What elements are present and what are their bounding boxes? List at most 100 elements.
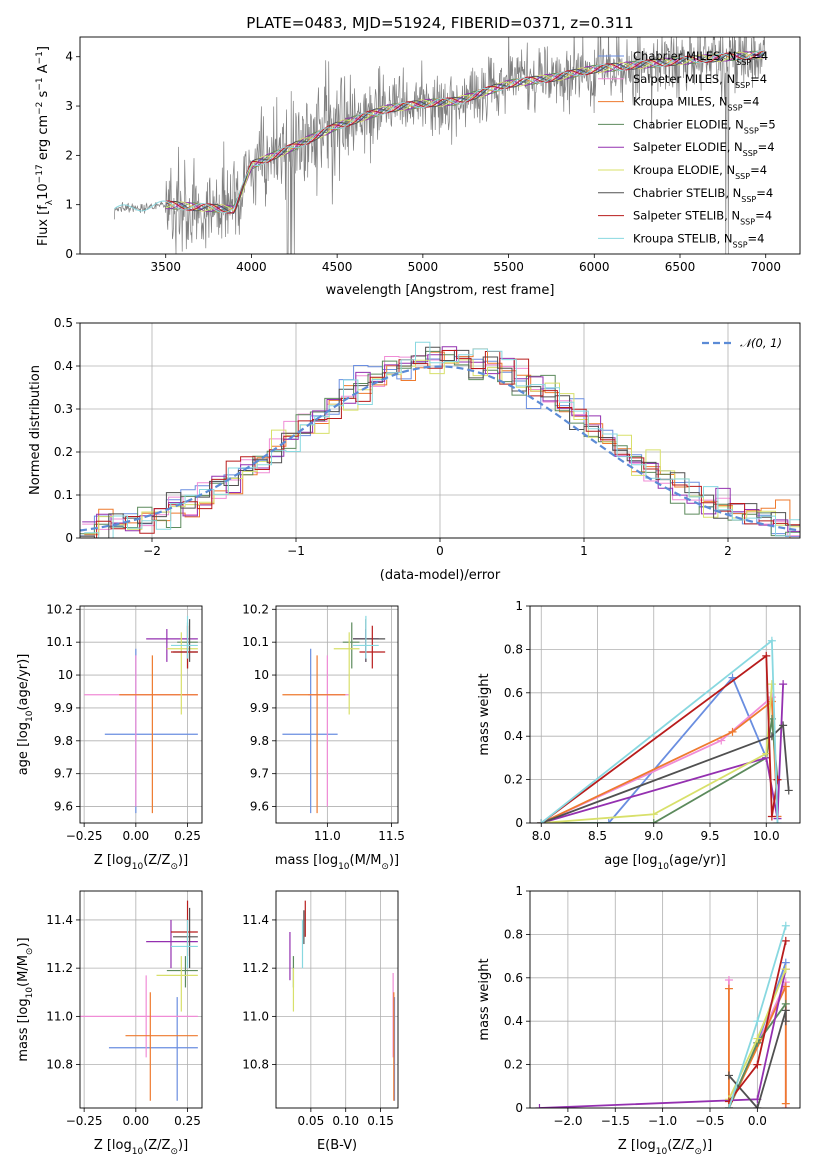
age_vs_mass-ytick-label: 9.6 — [250, 800, 269, 814]
mass_vs_Z-xtick-label: 0.25 — [174, 1114, 201, 1128]
series-marker — [535, 1104, 544, 1108]
massweight_vs_Z-axes: −2.0 −1.5 −1.0 −0.5 0.0 0 0.2 0.4 0.6 0.8 1 Z [log1… — [477, 884, 801, 1157]
series-marker — [781, 921, 790, 930]
massweight_vs_Z-frame — [529, 890, 801, 1109]
figure-title: PLATE=0483, MJD=51924, FIBERID=0371, z=0… — [246, 14, 633, 32]
massweight_vs_Z-plot-area — [535, 921, 790, 1108]
mass_vs_Z-ytick-label: 11.0 — [46, 1009, 73, 1023]
legend-label: Chabrier MILES, NSSP=4 — [633, 49, 768, 67]
massweight_vs_age-ytick-label: 1 — [515, 599, 523, 613]
age_vs_mass-xtick-label: 11.5 — [378, 829, 405, 843]
mass_vs_EBV-ytick-label: 10.8 — [242, 1058, 269, 1072]
series-marker — [724, 1071, 733, 1080]
mass_vs_Z-ytick-label: 11.2 — [46, 961, 73, 975]
series-marker — [784, 786, 793, 795]
series-marker — [779, 721, 788, 730]
age_vs_Z-ytick-label: 10 — [58, 668, 73, 682]
age_vs_mass-axes: 11.0 11.5 9.6 9.7 9.8 9.9 10 10.1 10.2 mass [log1… — [242, 602, 405, 872]
age_vs_mass-ytick-label: 10.1 — [242, 635, 269, 649]
residuals-ytick-label: 0.5 — [54, 316, 73, 330]
massweight_vs_age-ytick-label: 0.2 — [504, 773, 523, 787]
age_vs_mass-frame — [275, 605, 399, 824]
series-marker — [767, 636, 776, 645]
series-marker — [781, 936, 790, 945]
massweight_vs_age-frame — [529, 605, 801, 824]
series-kroupa-elodie — [541, 684, 773, 823]
massweight_vs_age-xtick-label: 9.0 — [644, 829, 663, 843]
age_vs_mass-ytick-label: 9.9 — [250, 701, 269, 715]
legend-label: Kroupa STELIB, NSSP=4 — [633, 231, 764, 249]
series-marker — [767, 680, 776, 689]
residuals-plot-area — [80, 341, 800, 538]
series-marker — [762, 651, 771, 660]
legend-label: Salpeter STELIB, NSSP=4 — [633, 209, 772, 227]
series-salpeter-stelib — [540, 654, 779, 823]
age_vs_mass-xlabel: mass [log10(M/M⊙)] — [275, 853, 399, 872]
age_vs_Z-frame — [79, 605, 203, 824]
series-marker — [781, 1006, 790, 1015]
series-kroupa-stelib — [540, 638, 779, 823]
age_vs_Z-ytick-label: 9.6 — [54, 800, 73, 814]
legend-label: Kroupa ELODIE, NSSP=4 — [633, 163, 767, 181]
hist-kroupa-elodie — [84, 359, 800, 534]
massweight_vs_Z-xlabel: Z [log10(Z/Z⊙)] — [618, 1138, 712, 1157]
massweight_vs_Z-xtick-label: −2.0 — [553, 1114, 582, 1128]
massweight_vs_age-axes: 8.0 8.5 9.0 9.5 10.0 0 0.2 0.4 0.6 0.8 1 age [log10… — [477, 599, 801, 872]
age_vs_Z-xlabel: Z [log10(Z/Z⊙)] — [94, 853, 188, 872]
spectrum-model-kroupa-miles — [165, 50, 765, 214]
mass_vs_EBV-ytick-label: 11.2 — [242, 961, 269, 975]
massweight_vs_Z-ytick-label: 1 — [515, 884, 523, 898]
hist-kroupa-miles — [84, 348, 800, 538]
mass_vs_EBV-frame — [275, 890, 399, 1109]
mass_vs_EBV-plot-area — [289, 900, 396, 1101]
series-chabrier-stelib — [540, 723, 790, 823]
age_vs_Z-xtick-label: 0.25 — [174, 829, 201, 843]
age_vs_Z-xtick-label: −0.25 — [66, 829, 103, 843]
series-marker — [649, 810, 658, 819]
legend-normal-label: 𝒩(0, 1) — [740, 336, 782, 350]
series-marker — [724, 975, 733, 984]
massweight_vs_Z-xtick-label: 0.0 — [748, 1114, 767, 1128]
series-marker — [537, 819, 546, 823]
series-marker — [753, 1034, 762, 1043]
spectrum-ylabel: Flux [fλ10−17 erg cm−2 s−1 A−1] — [35, 46, 55, 246]
series-salpeter-elodie — [541, 684, 784, 823]
age_vs_Z-ytick-label: 10.1 — [46, 635, 73, 649]
massweight_vs_age-ytick-label: 0.6 — [504, 686, 523, 700]
spectrum-xtick-label: 6000 — [579, 260, 610, 274]
mass_vs_EBV-xtick-label: 0.05 — [297, 1114, 324, 1128]
massweight_vs_Z-ytick-label: 0.8 — [504, 927, 523, 941]
series-marker — [649, 819, 658, 823]
residuals-ytick-label: 0.1 — [54, 488, 73, 502]
mass_vs_EBV-ytick-label: 11.0 — [242, 1009, 269, 1023]
massweight_vs_Z-ytick-label: 0.6 — [504, 971, 523, 985]
series-marker — [753, 1104, 762, 1108]
series-marker — [781, 965, 790, 974]
spectrum-model-kroupa-elodie — [165, 51, 765, 212]
age_vs_Z-ytick-label: 9.8 — [54, 734, 73, 748]
mass_vs_EBV-xlabel: E(B-V) — [317, 1138, 357, 1153]
hist-salpeter-stelib — [82, 350, 800, 538]
legend-label: Kroupa MILES, NSSP=4 — [633, 95, 759, 113]
spectrum-frame — [79, 36, 801, 255]
series-marker — [773, 819, 782, 823]
spectrum-data-line — [113, 37, 766, 254]
mass_vs_EBV-xtick-label: 0.15 — [367, 1114, 394, 1128]
spectrum-xtick-label: 3500 — [150, 260, 181, 274]
massweight_vs_age-ytick-label: 0 — [515, 816, 523, 830]
series-marker — [604, 819, 613, 823]
spectrum-model-chabrier-elodie — [165, 50, 765, 213]
hist-chabrier-stelib — [80, 346, 800, 538]
age_vs_Z-ytick-label: 10.2 — [46, 602, 73, 616]
series-salpeter-miles — [540, 695, 779, 823]
mass_vs_EBV-axes: 0.05 0.10 0.15 10.8 11.0 11.2 11.4 E(B-V) — [242, 890, 399, 1153]
massweight_vs_Z-xtick-label: −1.5 — [601, 1114, 630, 1128]
age_vs_Z-axes: −0.25 0.00 0.25 9.6 9.7 9.8 9.9 10 10.1 10.2 Z [lo… — [16, 602, 203, 872]
residuals-ytick-label: 0 — [65, 531, 73, 545]
mass_vs_Z-ytick-label: 11.4 — [46, 913, 73, 927]
series-marker — [724, 1104, 733, 1108]
legend-label: Salpeter ELODIE, NSSP=4 — [633, 140, 775, 158]
spectrum-model-kroupa-stelib — [114, 50, 765, 214]
age_vs_Z-xtick-label: 0.00 — [122, 829, 149, 843]
